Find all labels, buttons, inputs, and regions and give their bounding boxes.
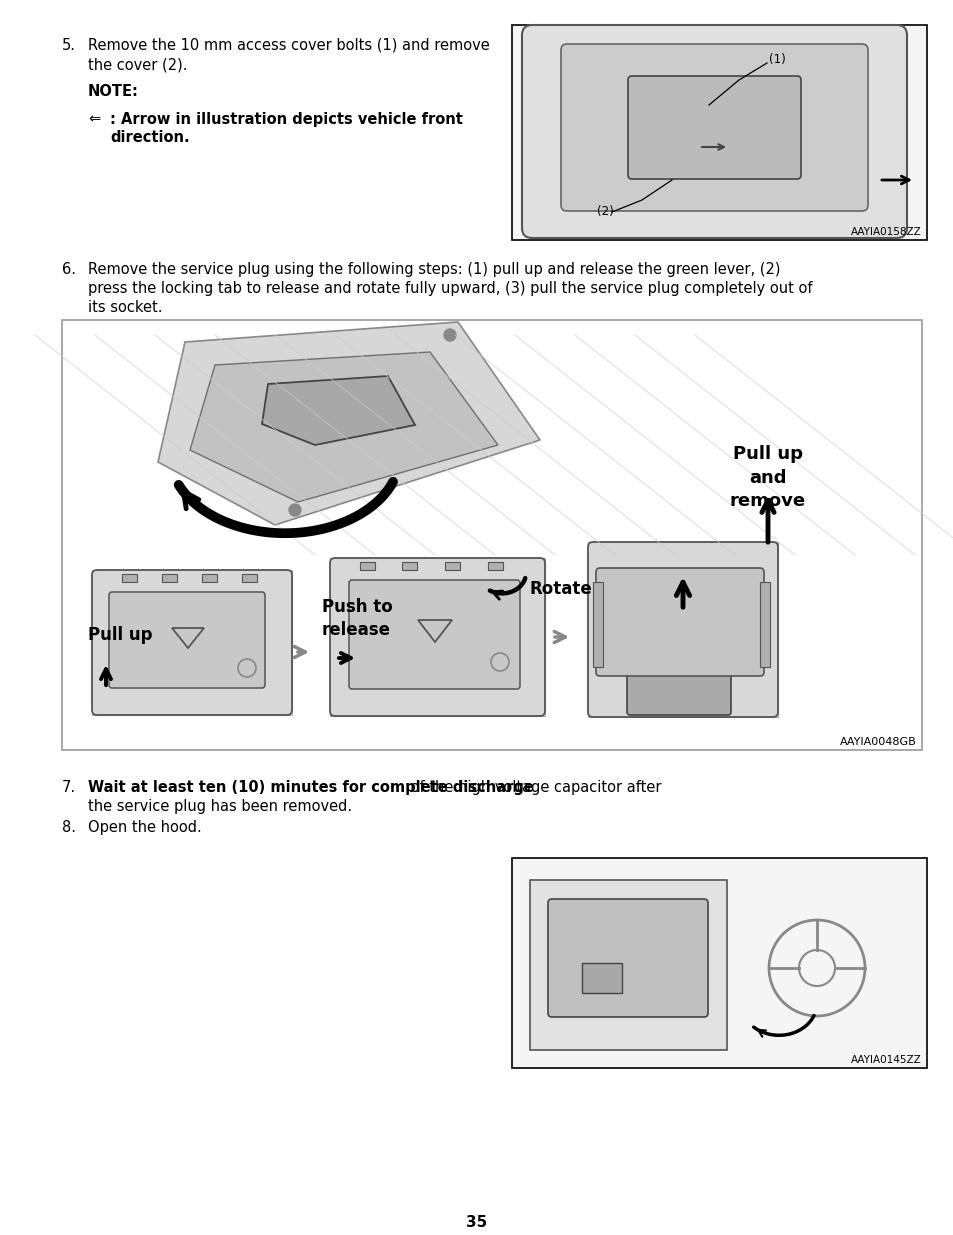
FancyBboxPatch shape	[359, 562, 375, 571]
Text: its socket.: its socket.	[88, 300, 162, 315]
Text: ⇐: ⇐	[88, 112, 100, 127]
FancyBboxPatch shape	[760, 582, 769, 667]
FancyBboxPatch shape	[627, 77, 801, 179]
FancyBboxPatch shape	[560, 44, 867, 211]
Text: (2): (2)	[597, 205, 613, 219]
FancyBboxPatch shape	[91, 571, 292, 715]
FancyBboxPatch shape	[444, 562, 459, 571]
Text: Open the hood.: Open the hood.	[88, 820, 201, 835]
Text: press the locking tab to release and rotate fully upward, (3) pull the service p: press the locking tab to release and rot…	[88, 282, 812, 296]
FancyBboxPatch shape	[587, 542, 778, 718]
FancyBboxPatch shape	[122, 574, 137, 582]
FancyBboxPatch shape	[109, 592, 265, 688]
Text: the cover (2).: the cover (2).	[88, 57, 188, 72]
FancyBboxPatch shape	[587, 542, 778, 718]
FancyBboxPatch shape	[330, 558, 544, 716]
FancyBboxPatch shape	[349, 580, 519, 689]
Polygon shape	[190, 352, 497, 501]
Circle shape	[443, 329, 456, 341]
Text: AAYIA0158ZZ: AAYIA0158ZZ	[850, 227, 921, 237]
Text: Rotate: Rotate	[530, 580, 592, 598]
Text: Pull up: Pull up	[88, 626, 152, 643]
FancyBboxPatch shape	[547, 899, 707, 1016]
FancyBboxPatch shape	[330, 558, 544, 716]
Text: Remove the 10 mm access cover bolts (1) and remove: Remove the 10 mm access cover bolts (1) …	[88, 38, 489, 53]
Text: Remove the service plug using the following steps: (1) pull up and release the g: Remove the service plug using the follow…	[88, 262, 780, 277]
FancyBboxPatch shape	[202, 574, 216, 582]
FancyBboxPatch shape	[512, 858, 926, 1068]
Text: the service plug has been removed.: the service plug has been removed.	[88, 799, 352, 814]
Polygon shape	[262, 375, 415, 445]
Text: Wait at least ten (10) minutes for complete discharge: Wait at least ten (10) minutes for compl…	[88, 781, 534, 795]
Text: NOTE:: NOTE:	[88, 84, 139, 99]
Text: (1): (1)	[768, 53, 785, 67]
Text: 6.: 6.	[62, 262, 76, 277]
FancyBboxPatch shape	[581, 963, 621, 993]
Text: 8.: 8.	[62, 820, 76, 835]
FancyBboxPatch shape	[596, 568, 763, 676]
Text: Pull up
and
remove: Pull up and remove	[729, 445, 805, 510]
FancyBboxPatch shape	[530, 881, 726, 1050]
Polygon shape	[158, 322, 539, 525]
FancyBboxPatch shape	[626, 669, 730, 715]
FancyBboxPatch shape	[62, 320, 921, 750]
FancyBboxPatch shape	[162, 574, 177, 582]
Text: AAYIA0145ZZ: AAYIA0145ZZ	[850, 1055, 921, 1065]
FancyBboxPatch shape	[91, 571, 292, 715]
FancyBboxPatch shape	[242, 574, 256, 582]
Text: 5.: 5.	[62, 38, 76, 53]
Text: of the high voltage capacitor after: of the high voltage capacitor after	[406, 781, 660, 795]
FancyBboxPatch shape	[512, 25, 926, 240]
Text: 35: 35	[466, 1215, 487, 1230]
Text: : Arrow in illustration depicts vehicle front: : Arrow in illustration depicts vehicle …	[110, 112, 462, 127]
FancyBboxPatch shape	[401, 562, 416, 571]
Text: direction.: direction.	[110, 130, 190, 144]
Circle shape	[289, 504, 301, 516]
FancyBboxPatch shape	[593, 582, 602, 667]
FancyBboxPatch shape	[521, 25, 906, 238]
Text: AAYIA0048GB: AAYIA0048GB	[840, 737, 916, 747]
Text: 7.: 7.	[62, 781, 76, 795]
FancyBboxPatch shape	[488, 562, 502, 571]
Text: Push to
release: Push to release	[322, 598, 393, 638]
